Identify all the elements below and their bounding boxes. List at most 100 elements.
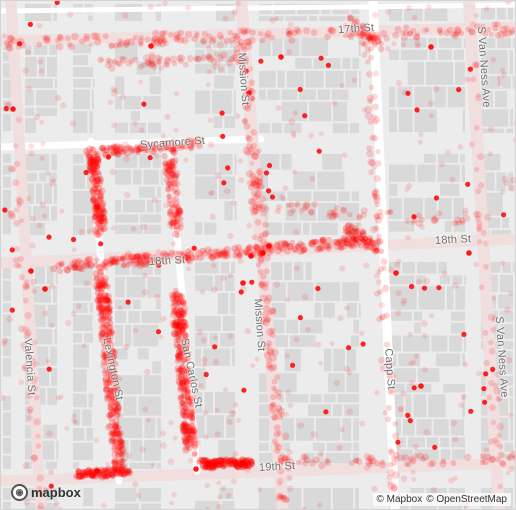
- event-point: [103, 296, 111, 304]
- event-point: [186, 54, 194, 62]
- event-point: [111, 373, 119, 380]
- event-point: [10, 37, 18, 44]
- attribution-mapbox-link[interactable]: © Mapbox: [376, 494, 423, 505]
- event-point: [275, 105, 282, 112]
- event-point: [175, 321, 183, 329]
- event-point: [274, 404, 283, 412]
- building-footprint: [281, 154, 292, 170]
- event-point: [174, 322, 180, 328]
- event-point: [169, 219, 176, 227]
- event-point: [170, 180, 178, 188]
- event-point: [94, 156, 100, 162]
- building-footprint: [455, 286, 465, 310]
- event-point: [172, 172, 179, 179]
- event-point: [37, 58, 44, 65]
- event-point: [96, 196, 103, 203]
- event-point: [132, 147, 140, 155]
- event-point: [172, 287, 179, 294]
- event-point: [97, 330, 106, 338]
- event-point: [183, 138, 190, 145]
- attribution-osm-link[interactable]: © OpenStreetMap: [426, 494, 507, 505]
- event-point: [99, 329, 108, 337]
- event-point: [95, 293, 102, 299]
- event-point: [414, 107, 420, 113]
- event-point: [141, 101, 147, 107]
- event-point: [87, 162, 94, 169]
- event-point: [110, 429, 118, 438]
- event-point: [173, 180, 181, 187]
- event-point: [104, 379, 112, 387]
- event-point: [193, 466, 199, 472]
- building-footprint: [449, 335, 463, 352]
- event-point: [92, 157, 99, 165]
- event-point: [89, 168, 97, 176]
- event-point: [153, 142, 159, 148]
- event-point: [97, 311, 105, 318]
- building-footprint: [286, 319, 299, 334]
- event-point: [210, 35, 217, 43]
- building-footprint: [389, 335, 401, 352]
- event-point: [171, 330, 178, 338]
- event-point: [98, 333, 105, 340]
- building-footprint: [204, 222, 217, 235]
- event-point: [89, 156, 97, 164]
- event-point: [191, 436, 199, 444]
- event-point: [42, 310, 49, 317]
- event-point: [171, 308, 178, 316]
- event-point: [91, 166, 98, 173]
- event-point: [111, 446, 118, 453]
- event-point: [481, 386, 487, 392]
- event-point: [96, 299, 103, 307]
- building-footprint: [214, 75, 234, 89]
- event-point: [206, 69, 212, 75]
- event-point: [186, 413, 194, 420]
- event-point: [164, 144, 170, 151]
- event-point: [102, 377, 109, 383]
- event-point: [39, 201, 46, 208]
- building-footprint: [316, 418, 341, 441]
- building-footprint: [452, 275, 463, 285]
- event-point: [109, 387, 117, 395]
- event-point: [64, 35, 71, 42]
- event-point: [103, 331, 110, 338]
- building-footprint: [204, 391, 213, 414]
- event-point: [166, 197, 173, 204]
- event-point: [233, 401, 239, 408]
- building-footprint: [144, 417, 156, 438]
- building-footprint: [55, 262, 58, 285]
- mapbox-logo[interactable]: ◉ mapbox: [11, 484, 81, 501]
- event-point: [179, 379, 186, 387]
- event-point: [120, 449, 127, 456]
- building-footprint: [497, 38, 511, 49]
- event-point: [286, 448, 293, 456]
- event-point: [106, 298, 113, 305]
- event-point: [183, 157, 189, 163]
- event-point: [103, 382, 110, 389]
- event-point: [162, 160, 169, 167]
- event-point: [164, 161, 171, 168]
- event-point: [93, 181, 100, 189]
- event-point: [105, 353, 112, 360]
- event-point: [168, 220, 174, 226]
- event-point: [171, 196, 178, 203]
- event-point: [161, 152, 169, 160]
- building-footprint: [73, 165, 86, 189]
- event-point: [182, 336, 189, 344]
- event-point: [182, 439, 189, 446]
- event-point: [209, 190, 215, 196]
- event-point: [48, 283, 55, 290]
- event-point: [89, 188, 96, 195]
- event-point: [217, 494, 223, 500]
- event-point: [146, 141, 153, 148]
- event-point: [173, 333, 179, 339]
- event-point: [108, 328, 116, 336]
- event-point: [114, 412, 120, 418]
- event-point: [71, 32, 79, 41]
- event-point: [177, 323, 184, 329]
- event-point: [90, 178, 98, 186]
- event-point: [46, 234, 52, 240]
- event-point: [482, 240, 489, 247]
- building-footprint: [73, 462, 79, 469]
- event-point: [116, 448, 124, 456]
